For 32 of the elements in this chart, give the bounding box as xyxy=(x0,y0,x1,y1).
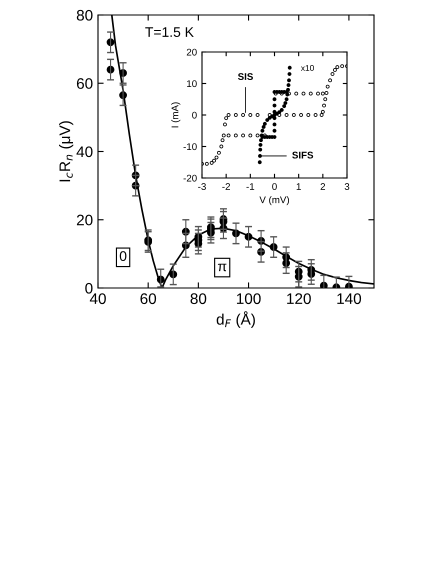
y-tick-label: 0 xyxy=(192,112,197,119)
x-tick-label: -3 xyxy=(198,183,206,190)
y-tick-label: 80 xyxy=(76,10,93,21)
x-tick-label: 60 xyxy=(140,293,156,304)
annotation: T=1.5 K xyxy=(145,27,194,37)
y-tick-label: 10 xyxy=(187,80,197,88)
y-tick-label: 20 xyxy=(186,48,197,56)
y-tick-label: -20 xyxy=(184,174,197,182)
x-tick-label: 3 xyxy=(344,183,350,190)
x-tick-label: 100 xyxy=(236,293,261,304)
x-tick-label: 140 xyxy=(337,293,362,304)
x-axis-title: d$_{F}$ (Å) xyxy=(216,311,255,328)
y-tick-label: 40 xyxy=(76,146,93,158)
x-tick-label: -2 xyxy=(222,183,230,190)
annotation: π xyxy=(218,264,226,272)
annotation: x10 xyxy=(300,65,314,71)
x-axis-title: V (mV) xyxy=(259,196,290,206)
annotation: 0 xyxy=(120,251,126,262)
x-tick-label: -1 xyxy=(246,183,254,190)
y-axis-title: I$_{c}$R$_{n}$ (μV) xyxy=(59,121,74,182)
annotation: SIS xyxy=(238,73,253,80)
x-tick-label: 120 xyxy=(287,293,311,304)
y-tick-label: -10 xyxy=(184,143,197,150)
y-axis-title: I (mA) xyxy=(171,102,180,128)
y-tick-label: 60 xyxy=(76,78,93,89)
x-tick-label: 1 xyxy=(296,183,301,190)
annotation: SIFS xyxy=(292,152,314,159)
x-tick-label: 40 xyxy=(90,293,106,304)
x-tick-label: 2 xyxy=(320,183,326,190)
y-tick-label: 0 xyxy=(85,282,93,294)
x-tick-label: 0 xyxy=(272,183,277,190)
y-tick-label: 20 xyxy=(76,214,93,226)
